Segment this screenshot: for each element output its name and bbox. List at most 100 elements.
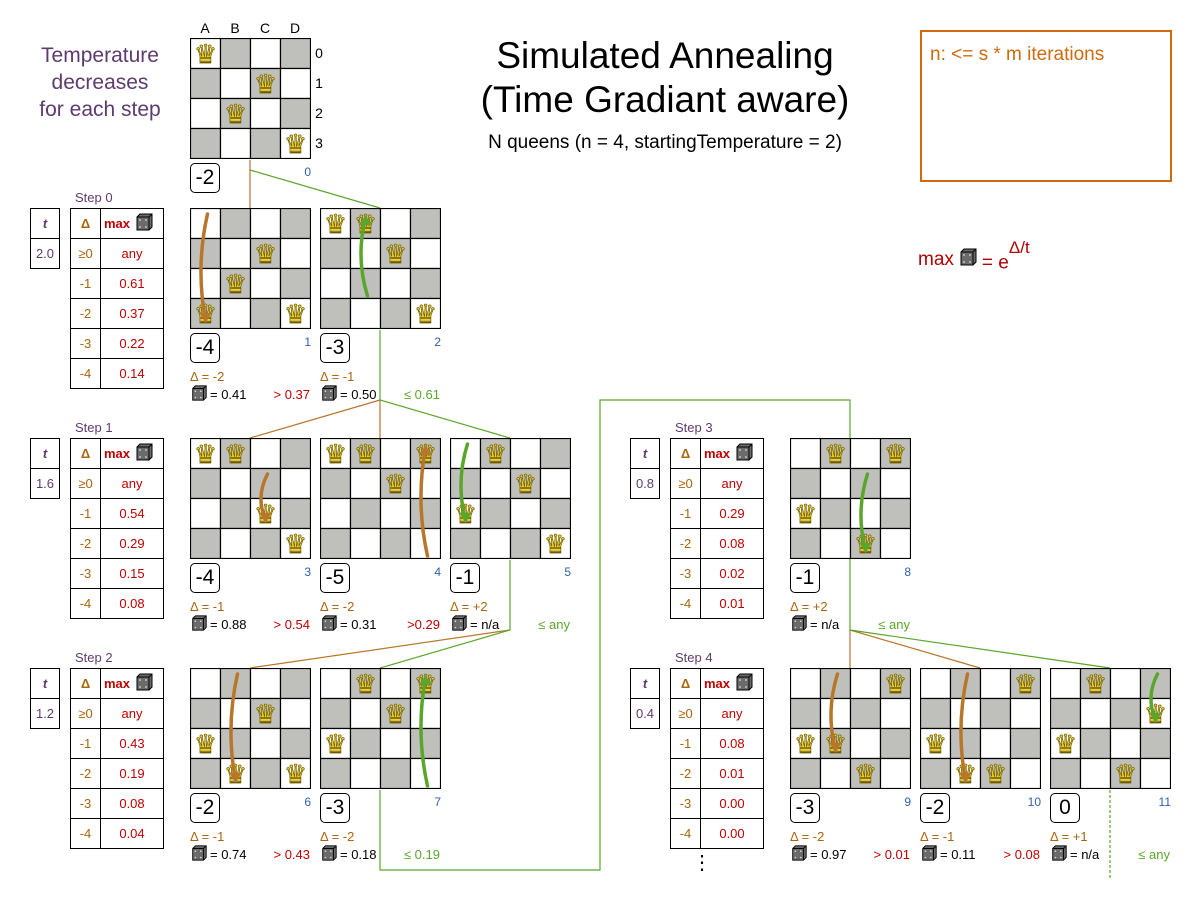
board-cell <box>1139 727 1172 760</box>
board: ♛♛♛♛ <box>319 667 442 794</box>
table-row: -1 0.61 <box>70 268 164 299</box>
board-cell <box>349 467 382 500</box>
board-cell <box>279 757 312 790</box>
connector-rejected <box>249 399 381 439</box>
queen-icon: ♛ <box>324 730 347 760</box>
table-row: -2 0.37 <box>70 298 164 329</box>
board-cell <box>1109 727 1142 760</box>
temperature-value: 0.8 <box>630 468 660 499</box>
dice-value: = 0.18 <box>340 847 377 862</box>
board-cell <box>1139 667 1172 700</box>
table-row: -4 0.14 <box>70 358 164 389</box>
max-value: 0.22 <box>100 328 164 359</box>
delta-label: Δ = -1 <box>320 369 355 384</box>
queen-icon: ♛ <box>384 700 407 730</box>
max-value: any <box>100 238 164 269</box>
queen-icon: ♛ <box>354 670 377 700</box>
temperature-table: t 1.6 <box>30 438 60 499</box>
temperature-note: Temperature decreases for each step <box>20 42 180 123</box>
max-value: any <box>100 698 164 729</box>
board-cell <box>979 667 1012 700</box>
board-cell <box>349 237 382 270</box>
board: ♛♛♛♛ <box>919 667 1042 794</box>
board-cell <box>879 697 912 730</box>
t-header: t <box>30 208 60 239</box>
delta-label: Δ = -2 <box>320 599 355 614</box>
dice-value: = n/a <box>470 617 500 632</box>
queen-icon: ♛ <box>224 270 247 300</box>
step-label: Step 1 <box>75 420 113 435</box>
board-cell <box>919 757 952 790</box>
board-cell <box>279 97 312 130</box>
board-cell <box>319 697 352 730</box>
max-value: any <box>700 698 764 729</box>
delta-label: Δ = +2 <box>450 599 488 614</box>
delta-value: ≥0 <box>70 698 101 729</box>
board-cell <box>1009 727 1042 760</box>
max-value: 0.29 <box>700 498 764 529</box>
board-cell <box>189 237 222 270</box>
delta-label: Δ = -1 <box>920 829 955 844</box>
board-cell <box>319 757 352 790</box>
delta-header: Δ <box>70 208 101 239</box>
board-cell <box>279 297 312 330</box>
board-cell <box>919 697 952 730</box>
board-cell <box>219 297 252 330</box>
delta-header: Δ <box>70 668 101 699</box>
board-cell <box>979 727 1012 760</box>
queen-icon: ♛ <box>284 760 307 789</box>
board-cell <box>189 67 222 100</box>
delta-value: ≥0 <box>70 238 101 269</box>
max-value: 0.08 <box>700 528 764 559</box>
arrow-head <box>1149 713 1162 723</box>
board-cell <box>189 757 222 790</box>
board-cell <box>819 697 852 730</box>
max-value: 0.19 <box>100 758 164 789</box>
board-cell <box>349 727 382 760</box>
delta-label: Δ = -2 <box>790 829 825 844</box>
board-cell <box>249 527 282 560</box>
acceptance-compare: > 0.08 <box>1003 847 1040 862</box>
queen-icon: ♛ <box>1114 760 1137 789</box>
delta-value: -1 <box>670 498 701 529</box>
board-cell <box>249 37 282 70</box>
board-cell <box>1009 667 1042 700</box>
board: ♛♛♛♛ <box>189 437 312 564</box>
acceptance-compare: ≤ any <box>1138 847 1170 862</box>
table-row: ≥0 any <box>670 698 764 729</box>
dice-icon <box>958 247 978 273</box>
arrow-head <box>419 445 432 455</box>
dice-icon <box>320 614 338 635</box>
board-cell <box>279 67 312 100</box>
dice-roll: = 0.74 <box>190 844 247 865</box>
board-cell <box>789 527 822 560</box>
delta-label: Δ = -1 <box>190 599 225 614</box>
delta-value: -4 <box>70 358 101 389</box>
board-cell <box>319 497 352 530</box>
board-cell <box>379 297 412 330</box>
queen-icon: ♛ <box>484 440 507 470</box>
board-cell <box>219 527 252 560</box>
queen-icon: ♛ <box>284 130 307 159</box>
continuation-ellipsis: ⋮ <box>692 852 712 874</box>
table-row: -4 0.00 <box>670 818 764 849</box>
table-row: -1 0.08 <box>670 728 764 759</box>
board-cell <box>409 497 442 530</box>
board-id: 5 <box>564 565 571 579</box>
board-id: 7 <box>434 795 441 809</box>
board-cell <box>879 757 912 790</box>
max-value: 0.02 <box>700 558 764 589</box>
board-cell <box>879 497 912 530</box>
board-cell <box>249 67 282 100</box>
formula-exponent: Δ/t <box>1008 238 1030 257</box>
delta-value: -2 <box>70 298 101 329</box>
queen-icon: ♛ <box>384 470 407 500</box>
table-row: -4 0.08 <box>70 588 164 619</box>
board-cell <box>789 467 822 500</box>
table-row: -3 0.15 <box>70 558 164 589</box>
dice-value: = 0.31 <box>340 617 377 632</box>
board-cell <box>409 207 442 240</box>
connector-accepted <box>849 629 1111 669</box>
